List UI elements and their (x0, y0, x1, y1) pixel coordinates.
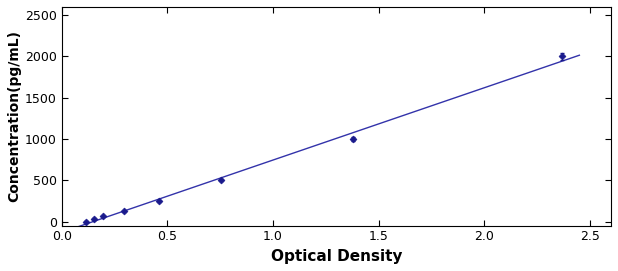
X-axis label: Optical Density: Optical Density (271, 249, 402, 264)
Y-axis label: Concentration(pg/mL): Concentration(pg/mL) (7, 30, 21, 202)
